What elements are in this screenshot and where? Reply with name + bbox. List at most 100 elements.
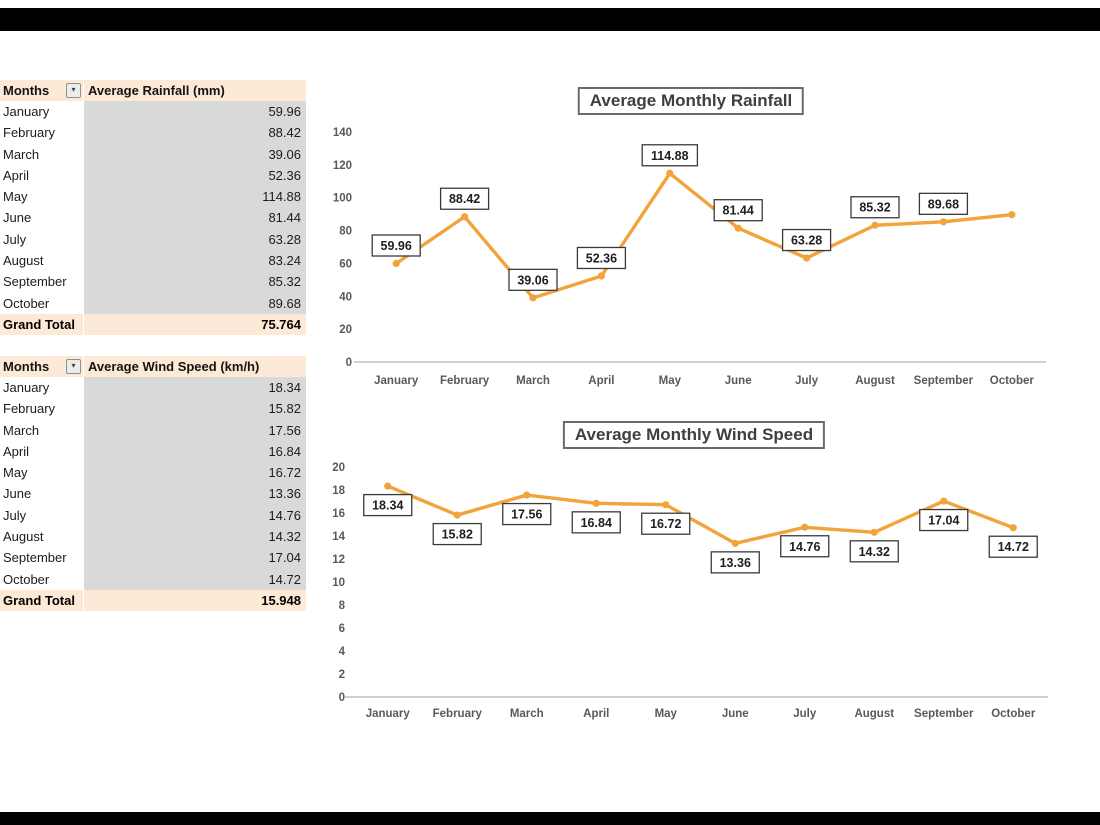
- months-header-cell[interactable]: Months ▾: [0, 356, 84, 377]
- data-point-marker: [592, 499, 600, 507]
- value-cell[interactable]: 16.84: [84, 440, 306, 463]
- y-axis-tick-label: 6: [339, 623, 345, 635]
- month-cell[interactable]: March: [0, 419, 84, 441]
- month-cell[interactable]: September: [0, 271, 84, 293]
- x-axis-month-label: July: [795, 375, 819, 387]
- month-cell[interactable]: February: [0, 398, 84, 420]
- x-axis-month-label: March: [510, 708, 544, 720]
- month-cell[interactable]: May: [0, 462, 84, 484]
- value-header-cell[interactable]: Average Rainfall (mm): [84, 80, 306, 101]
- grand-total-row: Grand Total 75.764: [0, 313, 306, 335]
- grand-total-label-cell[interactable]: Grand Total: [0, 313, 84, 335]
- month-cell[interactable]: January: [0, 101, 84, 123]
- value-cell[interactable]: 17.56: [84, 419, 306, 441]
- data-label-text: 18.34: [372, 499, 403, 513]
- data-label-box: [710, 551, 760, 574]
- month-cell[interactable]: April: [0, 440, 84, 463]
- month-cell[interactable]: March: [0, 143, 84, 165]
- value-cell[interactable]: 14.32: [84, 526, 306, 548]
- month-cell[interactable]: February: [0, 122, 84, 144]
- table-row: August 83.24: [0, 250, 306, 272]
- data-point-marker: [731, 539, 739, 547]
- filter-dropdown-button[interactable]: ▾: [66, 359, 81, 374]
- month-cell[interactable]: October: [0, 292, 84, 314]
- grand-total-value-cell[interactable]: 75.764: [84, 313, 306, 335]
- value-cell[interactable]: 15.82: [84, 398, 306, 420]
- value-cell[interactable]: 13.36: [84, 483, 306, 505]
- value-cell[interactable]: 114.88: [84, 186, 306, 208]
- data-point-marker: [1008, 211, 1016, 219]
- month-cell[interactable]: June: [0, 483, 84, 505]
- table-row: June 13.36: [0, 483, 306, 505]
- month-cell[interactable]: July: [0, 504, 84, 527]
- month-cell[interactable]: May: [0, 186, 84, 208]
- table-row: April 52.36: [0, 164, 306, 187]
- value-cell[interactable]: 81.44: [84, 207, 306, 229]
- data-label-text: 16.72: [650, 517, 681, 531]
- data-label-box: [576, 246, 627, 270]
- month-cell[interactable]: July: [0, 228, 84, 251]
- value-cell[interactable]: 83.24: [84, 250, 306, 272]
- data-point-marker: [871, 221, 879, 229]
- value-cell[interactable]: 14.76: [84, 504, 306, 527]
- value-cell[interactable]: 16.72: [84, 462, 306, 484]
- table-row: September 85.32: [0, 271, 306, 293]
- month-cell[interactable]: January: [0, 377, 84, 399]
- table-body: January 18.34 February 15.82 March 17.56 April…: [0, 377, 306, 590]
- data-point-marker: [1009, 524, 1017, 532]
- month-cell[interactable]: April: [0, 164, 84, 187]
- data-label-text: 114.88: [651, 149, 689, 163]
- y-axis-tick-label: 4: [339, 646, 346, 658]
- months-header-cell[interactable]: Months ▾: [0, 80, 84, 101]
- month-cell[interactable]: August: [0, 526, 84, 548]
- data-label-box: [641, 144, 699, 167]
- x-axis-month-label: July: [793, 708, 817, 720]
- data-label-text: 14.76: [789, 540, 820, 554]
- value-cell[interactable]: 14.72: [84, 568, 306, 590]
- y-axis-tick-label: 40: [339, 291, 352, 303]
- x-axis-month-label: September: [914, 708, 974, 720]
- data-label-text: 13.36: [720, 556, 751, 570]
- data-point-marker: [870, 528, 878, 536]
- data-label-box: [713, 199, 763, 222]
- x-axis-month-label: January: [374, 375, 419, 387]
- x-axis-month-label: September: [914, 375, 974, 387]
- month-cell[interactable]: June: [0, 207, 84, 229]
- month-cell[interactable]: October: [0, 568, 84, 590]
- x-axis-month-label: June: [725, 375, 752, 387]
- value-cell[interactable]: 52.36: [84, 164, 306, 187]
- month-cell[interactable]: August: [0, 250, 84, 272]
- grand-total-label-cell[interactable]: Grand Total: [0, 589, 84, 611]
- value-cell[interactable]: 89.68: [84, 292, 306, 314]
- data-label-box: [850, 196, 900, 219]
- x-axis-month-label: August: [855, 375, 895, 387]
- value-cell[interactable]: 63.28: [84, 228, 306, 251]
- data-label-text: 59.96: [381, 239, 412, 253]
- series-line: [394, 171, 1014, 300]
- data-label-box: [363, 493, 413, 517]
- data-label-box: [918, 192, 969, 215]
- y-axis-tick-label: 12: [332, 554, 345, 566]
- data-label-text: 52.36: [586, 251, 617, 265]
- table-row: July 63.28: [0, 228, 306, 251]
- value-cell[interactable]: 18.34: [84, 377, 306, 399]
- data-label-text: 16.84: [581, 516, 612, 530]
- value-header-cell[interactable]: Average Wind Speed (km/h): [84, 356, 306, 377]
- filter-dropdown-button[interactable]: ▾: [66, 83, 81, 98]
- y-axis-tick-label: 18: [332, 485, 345, 497]
- months-header-label: Months: [3, 83, 50, 98]
- data-label-box: [508, 268, 558, 291]
- value-cell[interactable]: 88.42: [84, 122, 306, 144]
- value-cell[interactable]: 85.32: [84, 271, 306, 293]
- data-point-marker: [801, 523, 809, 531]
- value-cell[interactable]: 17.04: [84, 547, 306, 569]
- grand-total-value-cell[interactable]: 15.948: [84, 589, 306, 611]
- value-cell[interactable]: 59.96: [84, 101, 306, 123]
- value-cell[interactable]: 39.06: [84, 143, 306, 165]
- y-axis-tick-label: 14: [332, 531, 345, 543]
- data-label-text: 85.32: [859, 201, 890, 215]
- table-row: March 17.56: [0, 419, 306, 441]
- data-label-box: [780, 535, 830, 558]
- month-cell[interactable]: September: [0, 547, 84, 569]
- data-point-marker: [523, 491, 531, 499]
